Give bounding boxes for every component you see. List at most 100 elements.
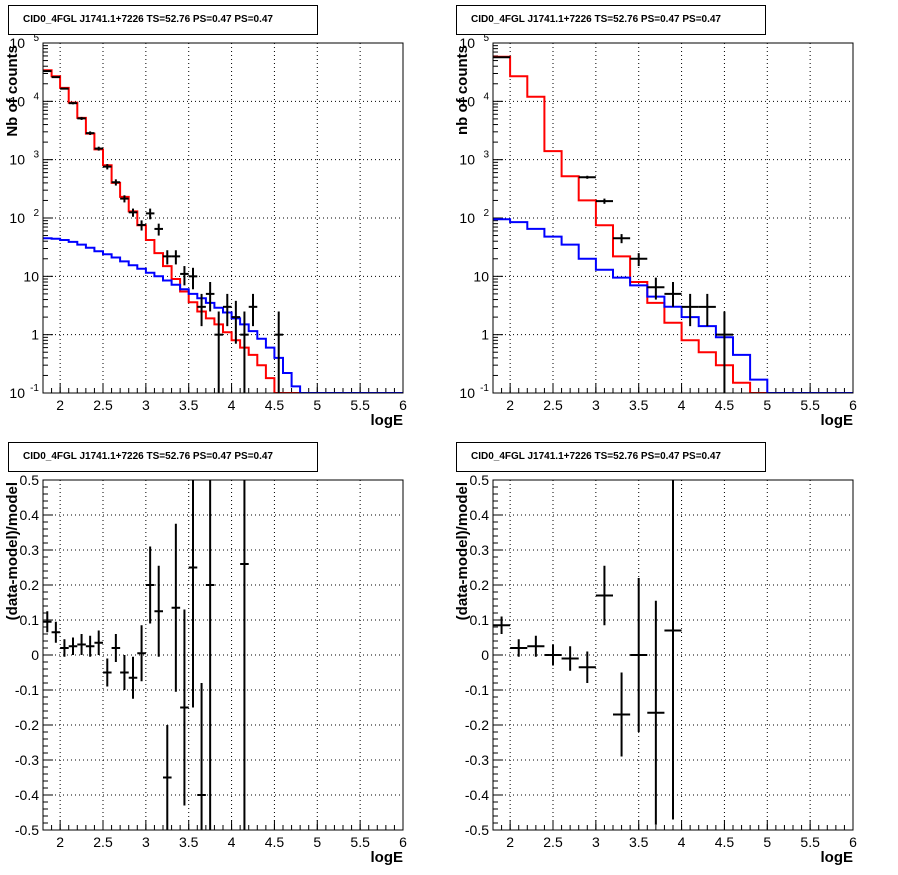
x-tick-label: 5 xyxy=(313,834,321,850)
data-point xyxy=(197,683,206,830)
y-tick-exponent: 5 xyxy=(483,33,489,44)
y-axis-label: nb of counts xyxy=(454,45,471,135)
y-tick-label: 0 xyxy=(31,647,39,663)
y-tick-label: -0.5 xyxy=(15,822,39,838)
y-tick-exponent: 3 xyxy=(483,150,489,161)
y-tick-label: -0.4 xyxy=(465,787,489,803)
y-tick-label: 0.2 xyxy=(20,577,40,593)
data-point xyxy=(527,635,545,657)
plot-title-top-left: CID0_4FGL J1741.1+7226 TS=52.76 PS=0.47 … xyxy=(8,5,318,35)
data-point xyxy=(240,311,249,393)
x-tick-label: 2 xyxy=(506,397,514,413)
x-tick-label: 4 xyxy=(678,834,686,850)
x-tick-label: 6 xyxy=(849,834,857,850)
y-tick-label: 0.5 xyxy=(20,472,40,488)
y-tick-label: 0.3 xyxy=(20,542,40,558)
data-point xyxy=(171,250,181,265)
x-axis-label: logE xyxy=(821,849,854,866)
data-point xyxy=(43,611,52,633)
data-point xyxy=(60,87,69,90)
data-point xyxy=(137,220,146,231)
data-point xyxy=(205,480,215,830)
y-tick-label: -0.3 xyxy=(465,752,489,768)
x-tick-label: 2.5 xyxy=(93,397,113,413)
data-point xyxy=(154,565,163,657)
data-point xyxy=(715,311,733,393)
data-point xyxy=(180,609,189,806)
data-point xyxy=(188,480,198,708)
data-point xyxy=(578,175,596,179)
data-point xyxy=(630,578,648,732)
y-tick-label: 0.1 xyxy=(20,612,40,628)
x-tick-label: 5.5 xyxy=(350,397,370,413)
data-point xyxy=(111,634,121,662)
data-point xyxy=(188,267,198,290)
data-point xyxy=(120,655,129,690)
data-point xyxy=(223,293,232,327)
x-tick-label: 4.5 xyxy=(715,397,735,413)
y-tick-label: 0 xyxy=(481,647,489,663)
data-point xyxy=(120,195,129,203)
plot-frame xyxy=(492,479,854,831)
x-tick-label: 2 xyxy=(506,834,514,850)
data-point xyxy=(664,281,682,307)
y-tick-label: 1 xyxy=(481,327,489,343)
x-tick-label: 3.5 xyxy=(629,834,649,850)
data-point xyxy=(544,644,562,666)
y-tick-label: 10 xyxy=(459,210,475,226)
series-line-blue xyxy=(43,237,403,393)
y-tick-label: 10 xyxy=(9,210,25,226)
data-point xyxy=(145,208,155,220)
y-tick-exponent: 2 xyxy=(483,208,489,219)
x-tick-label: 2 xyxy=(56,397,64,413)
x-tick-label: 6 xyxy=(399,834,407,850)
x-tick-label: 5 xyxy=(763,397,771,413)
y-tick-label: 10 xyxy=(23,268,39,284)
y-tick-label: 10 xyxy=(459,152,475,168)
y-tick-label: 0.5 xyxy=(470,472,490,488)
y-axis-label: Nb of counts xyxy=(4,45,21,137)
y-tick-exponent: 4 xyxy=(33,91,39,102)
data-point xyxy=(51,76,61,79)
data-point xyxy=(145,546,155,624)
x-tick-label: 3 xyxy=(142,834,150,850)
data-point xyxy=(94,146,103,151)
x-tick-label: 5.5 xyxy=(800,397,820,413)
x-tick-label: 4.5 xyxy=(715,834,735,850)
plot-3: 2 2.5 3 3.5 4 4.5 5 5.5 6 -0.5 -0.4 -0.3 -0.2 -0.1 0 0.… xyxy=(454,472,857,866)
data-point xyxy=(163,250,172,265)
data-point xyxy=(103,164,112,170)
data-point xyxy=(274,311,283,393)
data-point xyxy=(163,725,172,830)
x-tick-label: 2.5 xyxy=(93,834,113,850)
data-point xyxy=(493,56,511,59)
x-tick-label: 5 xyxy=(313,397,321,413)
plot-frame xyxy=(42,479,404,831)
data-point xyxy=(214,311,223,393)
data-point xyxy=(595,565,613,626)
data-point xyxy=(111,179,121,186)
data-point xyxy=(613,234,631,244)
x-tick-label: 5 xyxy=(763,834,771,850)
x-tick-label: 2.5 xyxy=(543,397,563,413)
data-point xyxy=(180,266,189,286)
data-point xyxy=(77,634,86,655)
y-tick-exponent: -1 xyxy=(480,383,489,394)
data-point xyxy=(85,131,95,135)
y-tick-label: 0.4 xyxy=(20,507,40,523)
data-point xyxy=(68,637,78,655)
data-point xyxy=(630,253,648,267)
data-point xyxy=(613,672,631,757)
y-tick-label: 10 xyxy=(9,35,25,51)
data-point xyxy=(154,223,163,236)
x-axis-label: logE xyxy=(371,849,404,866)
data-point xyxy=(205,281,215,312)
data-point xyxy=(231,300,241,344)
data-point xyxy=(493,616,511,634)
x-axis-label: logE xyxy=(371,412,404,429)
x-tick-label: 2 xyxy=(56,834,64,850)
y-tick-label: 10 xyxy=(9,93,25,109)
data-point xyxy=(595,198,613,204)
y-tick-label: 10 xyxy=(459,93,475,109)
